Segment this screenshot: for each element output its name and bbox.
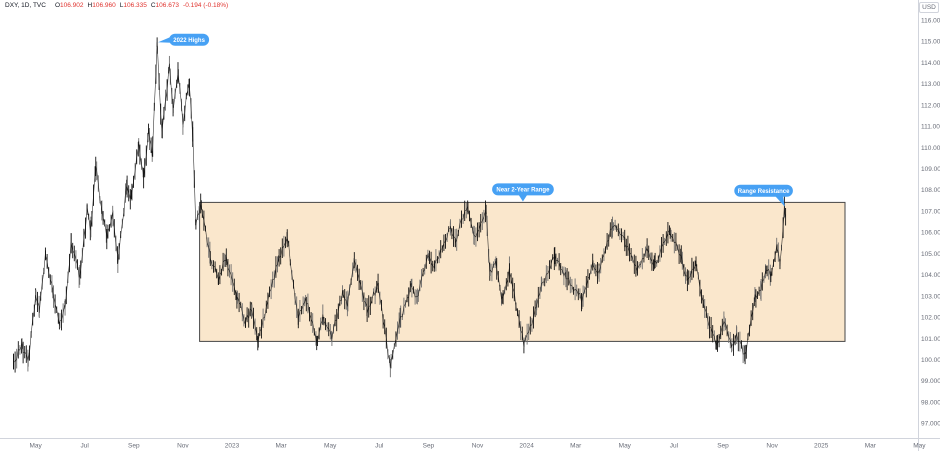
price-tick-label: 99.000 xyxy=(921,378,940,385)
callout-text: Range Resistance xyxy=(738,189,790,195)
low-value: 106.335 xyxy=(123,2,147,9)
time-tick-label: Sep xyxy=(717,443,729,450)
callouts-layer: 2022 Highs Near 2-Year Range Range Resista… xyxy=(158,33,793,207)
legend-bar: DXY, 1D, TVC O106.902 H106.960 L106.335 C106… xyxy=(5,2,228,10)
price-tick-label: 105.000 xyxy=(921,251,940,258)
callout-text: 2022 Highs xyxy=(173,38,205,44)
candles-layer xyxy=(13,37,787,378)
price-tick-label: 106.000 xyxy=(921,230,940,237)
time-tick-label: Sep xyxy=(423,443,435,450)
price-tick-label: 111.000 xyxy=(921,124,940,131)
time-tick-label: May xyxy=(29,443,42,450)
high-value: 106.960 xyxy=(92,2,116,9)
time-tick-label: 2023 xyxy=(225,443,240,450)
time-tick-label: May xyxy=(324,443,337,450)
time-tick-label: Jul xyxy=(375,443,384,450)
price-tick-label: 112.000 xyxy=(921,102,940,109)
time-tick-label: May xyxy=(913,443,926,450)
time-tick-label: Mar xyxy=(570,443,582,450)
price-tick-label: 100.000 xyxy=(921,357,940,364)
time-tick-label: 2025 xyxy=(814,443,829,450)
currency-label[interactable]: USD xyxy=(919,2,939,13)
price-tick-label: 113.000 xyxy=(921,81,940,88)
callout-near-2-year-range[interactable]: Near 2-Year Range xyxy=(492,183,554,202)
low-label: L xyxy=(119,2,124,9)
price-tick-label: 115.000 xyxy=(921,39,940,46)
price-tick-label: 102.000 xyxy=(921,315,940,322)
time-tick-label: Sep xyxy=(128,443,140,450)
high-label: H xyxy=(87,2,93,9)
price-tick-label: 97.000 xyxy=(921,421,940,428)
price-axis[interactable]: 116.000 115.000 114.000 113.000 112.000 111.0… xyxy=(918,0,940,451)
time-tick-label: Jul xyxy=(670,443,679,450)
range-box[interactable] xyxy=(199,201,846,342)
price-tick-label: 104.000 xyxy=(921,272,940,279)
time-tick-label: Mar xyxy=(275,443,287,450)
price-tick-label: 98.000 xyxy=(921,399,940,406)
price-tick-label: 110.000 xyxy=(921,145,940,152)
time-tick-label: Jul xyxy=(81,443,90,450)
time-tick-label: 2024 xyxy=(519,443,534,450)
time-tick-label: May xyxy=(619,443,632,450)
symbol-title[interactable]: DXY, 1D, TVC xyxy=(5,2,46,9)
price-tick-label: 101.000 xyxy=(921,336,940,343)
price-tick-label: 108.000 xyxy=(921,187,940,194)
open-value: 106.902 xyxy=(60,2,84,9)
callout-text: Near 2-Year Range xyxy=(496,188,550,194)
callout-2022-highs[interactable]: 2022 Highs xyxy=(158,33,210,46)
price-tick-label: 116.000 xyxy=(921,17,940,24)
open-label: O xyxy=(54,2,61,9)
time-tick-label: Mar xyxy=(865,443,877,450)
price-tick-label: 107.000 xyxy=(921,208,940,215)
change-value: -0.194 (-0.18%) xyxy=(183,2,229,9)
time-tick-label: Nov xyxy=(177,443,189,450)
price-tick-label: 114.000 xyxy=(921,60,940,67)
time-axis[interactable]: May Jul Sep Nov 2023 Mar May Jul Sep Nov 2024 Mar Ma… xyxy=(0,438,940,450)
price-tick-label: 103.000 xyxy=(921,293,940,300)
price-tick-label: 109.000 xyxy=(921,166,940,173)
close-label: C xyxy=(150,2,156,9)
time-tick-label: Nov xyxy=(472,443,484,450)
time-tick-label: Nov xyxy=(766,443,778,450)
callout-range-resistance[interactable]: Range Resistance xyxy=(734,184,793,207)
close-value: 106.673 xyxy=(155,2,180,9)
